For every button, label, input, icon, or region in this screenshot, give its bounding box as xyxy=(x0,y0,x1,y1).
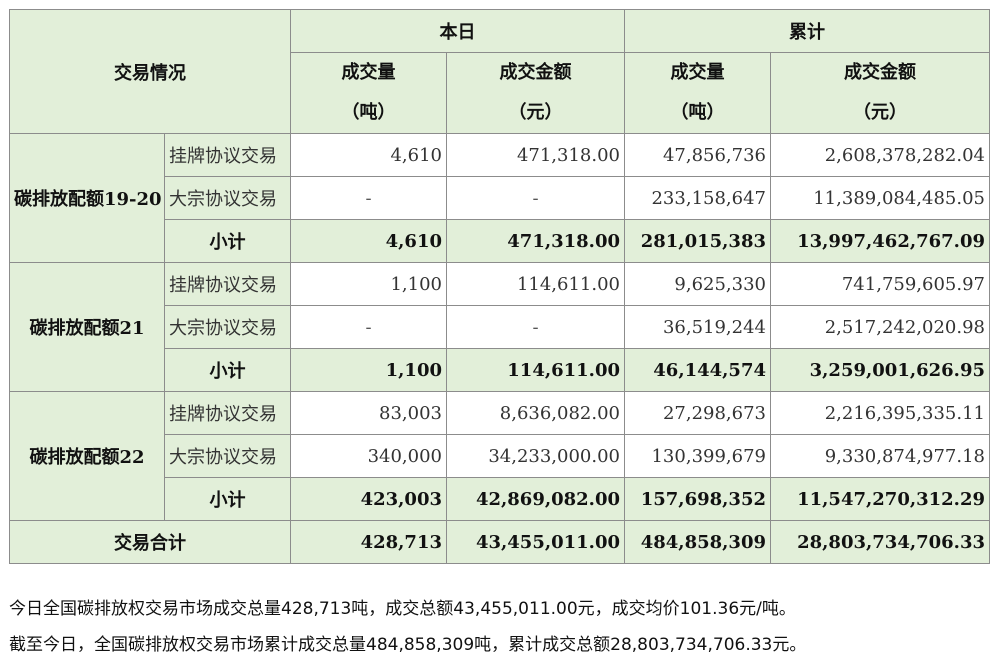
today-volume: 83,003 xyxy=(290,391,447,435)
cum-amount-header: 成交金额 （元） xyxy=(770,52,990,134)
trade-type: 大宗协议交易 xyxy=(164,305,291,349)
cum-volume-header: 成交量 （吨） xyxy=(624,52,771,134)
cumulative-header: 累计 xyxy=(624,9,990,53)
today-amount: 8,636,082.00 xyxy=(446,391,625,435)
subtotal-label: 小计 xyxy=(164,348,291,392)
subtotal-row: 小计 1,100 114,611.00 46,144,574 3,259,001… xyxy=(10,348,990,392)
total-label: 交易合计 xyxy=(9,520,291,564)
today-amount: - xyxy=(446,305,625,349)
cum-amount: 9,330,874,977.18 xyxy=(770,434,990,478)
summary-cumulative: 截至今日，全国碳排放权交易市场累计成交总量484,858,309吨，累计成交总额… xyxy=(9,635,807,655)
today-volume: 1,100 xyxy=(290,348,447,392)
cum-amount: 3,259,001,626.95 xyxy=(770,348,990,392)
today-amount: 114,611.00 xyxy=(446,348,625,392)
today-volume-header: 成交量 （吨） xyxy=(290,52,447,134)
subtotal-label: 小计 xyxy=(164,219,291,263)
table-row: 碳排放配额21 挂牌协议交易 1,100 114,611.00 9,625,33… xyxy=(9,262,990,392)
total-row: 交易合计 428,713 43,455,011.00 484,858,309 2… xyxy=(9,520,990,564)
cum-volume: 47,856,736 xyxy=(624,133,771,177)
trade-type: 大宗协议交易 xyxy=(164,176,291,220)
cum-amount: 2,608,378,282.04 xyxy=(770,133,990,177)
trade-type: 挂牌协议交易 xyxy=(164,133,291,177)
cum-volume: 46,144,574 xyxy=(624,348,771,392)
subtotal-row: 小计 423,003 42,869,082.00 157,698,352 11,… xyxy=(10,477,990,521)
cum-amount: 13,997,462,767.09 xyxy=(770,219,990,263)
today-header: 本日 xyxy=(290,9,625,53)
corner-header: 交易情况 xyxy=(9,9,291,134)
table-row: 大宗协议交易 340,000 34,233,000.00 130,399,679… xyxy=(10,434,990,478)
today-amount-header: 成交金额 （元） xyxy=(446,52,625,134)
total-today-amount: 43,455,011.00 xyxy=(446,520,625,564)
today-volume: 4,610 xyxy=(290,133,447,177)
cum-volume: 27,298,673 xyxy=(624,391,771,435)
today-amount: 471,318.00 xyxy=(446,133,625,177)
subtotal-label: 小计 xyxy=(164,477,291,521)
cum-volume: 281,015,383 xyxy=(624,219,771,263)
cum-volume: 9,625,330 xyxy=(624,262,771,306)
today-amount: - xyxy=(446,176,625,220)
today-amount: 42,869,082.00 xyxy=(446,477,625,521)
subtotal-row: 小计 4,610 471,318.00 281,015,383 13,997,4… xyxy=(10,219,990,263)
today-volume: - xyxy=(290,176,447,220)
trade-type: 挂牌协议交易 xyxy=(164,262,291,306)
today-amount: 114,611.00 xyxy=(446,262,625,306)
total-cum-volume: 484,858,309 xyxy=(624,520,771,564)
today-volume: 423,003 xyxy=(290,477,447,521)
today-volume: - xyxy=(290,305,447,349)
trade-type: 挂牌协议交易 xyxy=(164,391,291,435)
cum-volume: 233,158,647 xyxy=(624,176,771,220)
table-row: 碳排放配额19-20 挂牌协议交易 4,610 471,318.00 47,85… xyxy=(9,133,990,263)
cum-amount: 11,389,084,485.05 xyxy=(770,176,990,220)
table-row: 大宗协议交易 - - 233,158,647 11,389,084,485.05 xyxy=(10,176,990,220)
today-amount: 34,233,000.00 xyxy=(446,434,625,478)
summary-today: 今日全国碳排放权交易市场成交总量428,713吨，成交总额43,455,011.… xyxy=(9,599,796,619)
cum-amount: 2,517,242,020.98 xyxy=(770,305,990,349)
total-today-volume: 428,713 xyxy=(290,520,447,564)
total-cum-amount: 28,803,734,706.33 xyxy=(770,520,990,564)
today-volume: 4,610 xyxy=(290,219,447,263)
trade-type: 大宗协议交易 xyxy=(164,434,291,478)
table-row: 碳排放配额22 挂牌协议交易 83,003 8,636,082.00 27,29… xyxy=(9,391,990,521)
cum-volume: 157,698,352 xyxy=(624,477,771,521)
cum-volume: 36,519,244 xyxy=(624,305,771,349)
category-label: 碳排放配额21 xyxy=(9,262,165,392)
cum-amount: 741,759,605.97 xyxy=(770,262,990,306)
cum-volume: 130,399,679 xyxy=(624,434,771,478)
category-label: 碳排放配额19-20 xyxy=(9,133,165,263)
today-volume: 340,000 xyxy=(290,434,447,478)
trading-table: 交易情况 本日 累计 成交量 （吨） 成交金额 （元） 成交量 （吨） 成交金额 （元）… xyxy=(9,9,990,564)
category-label: 碳排放配额22 xyxy=(9,391,165,521)
table-row: 大宗协议交易 - - 36,519,244 2,517,242,020.98 xyxy=(10,305,990,349)
cum-amount: 2,216,395,335.11 xyxy=(770,391,990,435)
cum-amount: 11,547,270,312.29 xyxy=(770,477,990,521)
today-amount: 471,318.00 xyxy=(446,219,625,263)
today-volume: 1,100 xyxy=(290,262,447,306)
